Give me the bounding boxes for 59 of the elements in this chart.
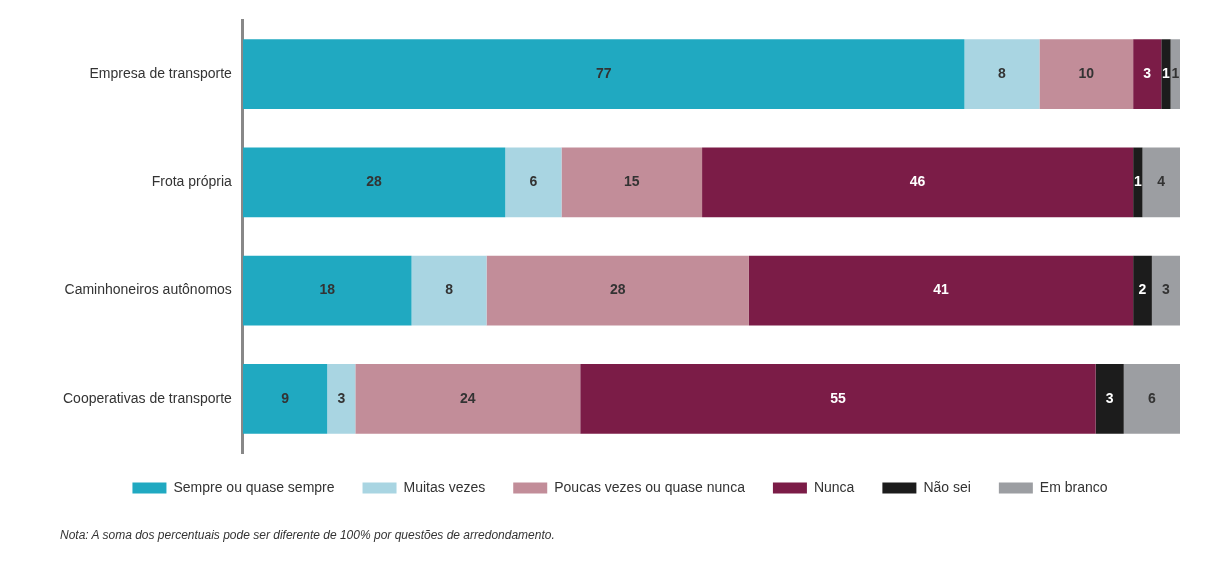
bar bbox=[1039, 39, 1134, 109]
bar bbox=[580, 364, 1096, 434]
data-label: 2 bbox=[1138, 281, 1147, 298]
bar bbox=[748, 255, 1134, 326]
bar bbox=[242, 255, 412, 326]
bar bbox=[1133, 147, 1143, 218]
data-label: 41 bbox=[933, 281, 950, 298]
bar bbox=[1170, 39, 1180, 109]
bar bbox=[964, 39, 1040, 109]
data-label: 6 bbox=[529, 173, 538, 190]
bar bbox=[327, 364, 356, 434]
bar bbox=[1161, 39, 1171, 109]
bar bbox=[702, 147, 1134, 218]
data-label: 18 bbox=[319, 281, 336, 298]
data-label: 8 bbox=[998, 64, 1007, 81]
data-label: 1 bbox=[1171, 64, 1180, 81]
data-label: 24 bbox=[460, 389, 476, 406]
legend-label: Sempre ou quase sempre bbox=[173, 478, 335, 495]
bar bbox=[1095, 364, 1124, 434]
data-label: 8 bbox=[445, 281, 454, 298]
data-label: 15 bbox=[623, 173, 640, 190]
data-label: 10 bbox=[1078, 64, 1095, 81]
legend-label: Em branco bbox=[1039, 478, 1108, 495]
bar bbox=[242, 147, 506, 218]
data-label: 28 bbox=[609, 281, 626, 298]
data-label: 6 bbox=[1147, 389, 1156, 406]
data-label: 4 bbox=[1157, 173, 1166, 190]
bar bbox=[411, 255, 487, 326]
bar bbox=[1142, 147, 1180, 218]
y-tick-label: Frota própria bbox=[151, 173, 233, 190]
bar bbox=[355, 364, 581, 434]
legend-label: Muitas vezes bbox=[403, 478, 486, 495]
data-label: 28 bbox=[366, 173, 383, 190]
bar bbox=[1133, 255, 1152, 326]
data-label: 9 bbox=[281, 389, 290, 406]
bar bbox=[486, 255, 749, 326]
bar bbox=[1133, 39, 1162, 109]
y-tick-label: Caminhoneiros autônomos bbox=[64, 281, 232, 298]
legend-label: Nunca bbox=[813, 478, 855, 495]
bar bbox=[242, 39, 965, 109]
data-label: 1 bbox=[1133, 173, 1142, 190]
data-label: 77 bbox=[595, 64, 612, 81]
bar bbox=[561, 147, 703, 218]
bar bbox=[1123, 364, 1180, 434]
bar bbox=[505, 147, 562, 218]
legend-label: Não sei bbox=[923, 478, 971, 495]
data-label: 3 bbox=[1105, 389, 1114, 406]
text: Nota: A soma dos percentuais pode ser diferente de 100% por questões de arredondamento. bbox=[60, 528, 555, 542]
data-label: 3 bbox=[1162, 281, 1171, 298]
data-label: 55 bbox=[830, 389, 846, 406]
y-tick-label: Cooperativas de transporte bbox=[63, 389, 233, 406]
data-label: 46 bbox=[909, 173, 926, 190]
bar bbox=[242, 364, 328, 434]
data-label: 3 bbox=[1143, 64, 1152, 81]
legend-label: Poucas vezes ou quase nunca bbox=[554, 478, 746, 495]
y-tick-label: Empresa de transporte bbox=[89, 64, 233, 81]
bar bbox=[1151, 255, 1180, 326]
data-label: 1 bbox=[1162, 64, 1171, 81]
data-label: 3 bbox=[337, 389, 346, 406]
